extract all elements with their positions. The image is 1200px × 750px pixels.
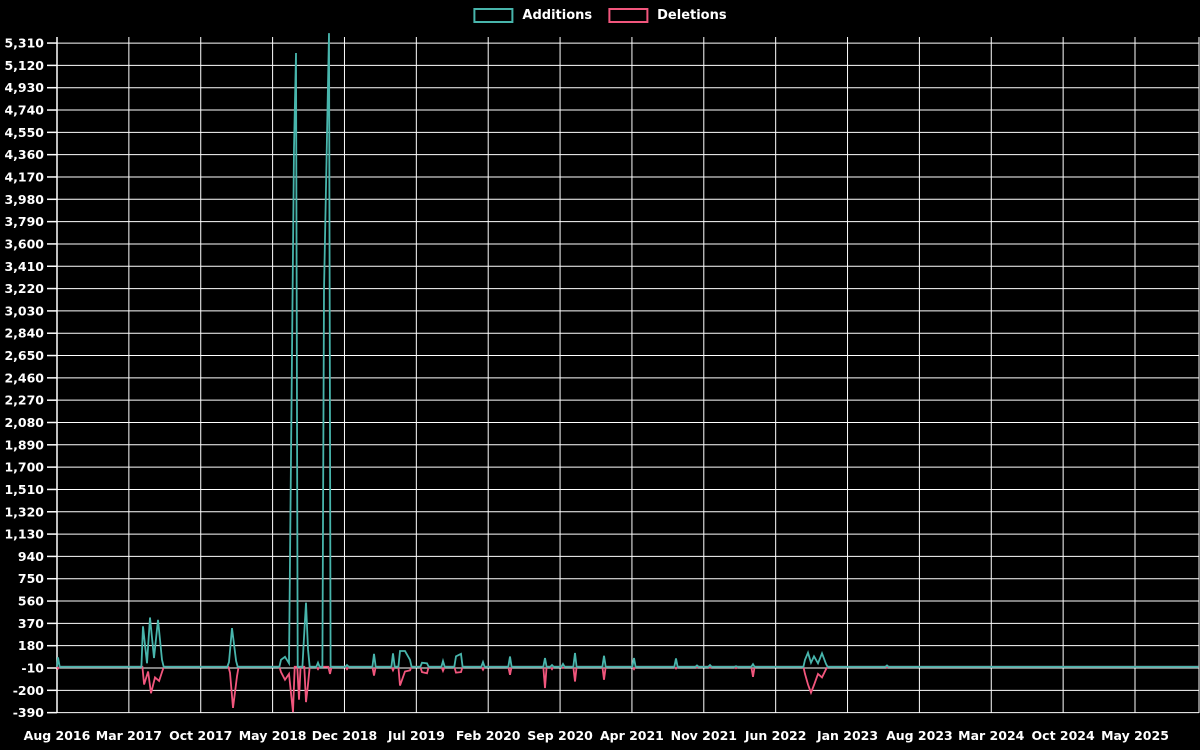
y-axis-tick-label: 3,030 (4, 303, 44, 318)
y-axis-tick-label: -200 (13, 683, 45, 698)
y-axis-tick-label: 4,360 (4, 147, 44, 162)
x-axis-tick-label: Aug 2016 (24, 728, 91, 743)
legend-label-additions: Additions (522, 8, 593, 23)
x-axis-tick-label: Mar 2017 (96, 728, 162, 743)
y-axis-tick-label: -390 (13, 705, 45, 720)
y-axis-tick-label: 5,120 (4, 58, 44, 73)
chart-legend: Additions Deletions (473, 8, 727, 23)
y-axis-tick-label: 3,980 (4, 192, 44, 207)
y-axis-tick-label: 3,600 (4, 236, 44, 251)
x-axis-tick-label: Aug 2023 (886, 728, 953, 743)
y-axis-tick-label: 4,550 (4, 125, 44, 140)
y-axis-tick-label: 5,310 (4, 36, 44, 51)
legend-label-deletions: Deletions (657, 8, 727, 23)
legend-item-additions[interactable]: Additions (473, 8, 592, 23)
y-axis-tick-label: 750 (18, 571, 44, 586)
y-axis-tick-label: 370 (18, 616, 44, 631)
y-axis-tick-label: 1,700 (4, 460, 44, 475)
y-axis-tick-label: 2,270 (4, 393, 44, 408)
x-axis-tick-label: Jun 2022 (744, 728, 807, 743)
x-axis-tick-label: Sep 2020 (527, 728, 593, 743)
y-axis-tick-label: 4,740 (4, 103, 44, 118)
x-axis-tick-label: Oct 2024 (1032, 728, 1095, 743)
additions-swatch-icon (473, 8, 514, 23)
y-axis-tick-label: 2,840 (4, 326, 44, 341)
x-axis-tick-label: Oct 2017 (169, 728, 232, 743)
y-axis-tick-label: 2,650 (4, 348, 44, 363)
y-axis-tick-label: 560 (18, 594, 44, 609)
x-axis-tick-label: Jul 2019 (387, 728, 445, 743)
x-axis-tick-label: Nov 2021 (671, 728, 737, 743)
x-axis-tick-label: Feb 2020 (456, 728, 521, 743)
y-axis-tick-label: 1,320 (4, 504, 44, 519)
y-axis-tick-label: 1,890 (4, 437, 44, 452)
y-axis-tick-label: 3,410 (4, 259, 44, 274)
y-axis-tick-label: 940 (18, 549, 44, 564)
x-axis-tick-label: Apr 2021 (600, 728, 664, 743)
deletions-swatch-icon (608, 8, 649, 23)
y-axis-tick-label: 1,510 (4, 482, 44, 497)
y-axis-tick-label: 3,790 (4, 214, 44, 229)
y-axis-tick-label: 4,170 (4, 169, 44, 184)
x-axis-tick-label: Dec 2018 (312, 728, 377, 743)
y-axis-tick-label: 1,130 (4, 527, 44, 542)
additions-line (56, 33, 1199, 668)
x-axis-tick-label: May 2025 (1101, 728, 1169, 743)
y-axis-tick-label: 3,220 (4, 281, 44, 296)
y-axis-tick-label: 2,080 (4, 415, 44, 430)
legend-item-deletions[interactable]: Deletions (608, 8, 727, 23)
deletions-line (56, 665, 1199, 713)
y-axis-tick-label: 2,460 (4, 370, 44, 385)
x-axis-tick-label: Jan 2023 (816, 728, 878, 743)
y-axis-tick-label: 4,930 (4, 80, 44, 95)
x-axis-tick-label: Mar 2024 (958, 728, 1024, 743)
y-axis-tick-label: 180 (18, 638, 44, 653)
y-axis-tick-label: -10 (21, 661, 44, 676)
x-axis-tick-label: May 2018 (239, 728, 307, 743)
